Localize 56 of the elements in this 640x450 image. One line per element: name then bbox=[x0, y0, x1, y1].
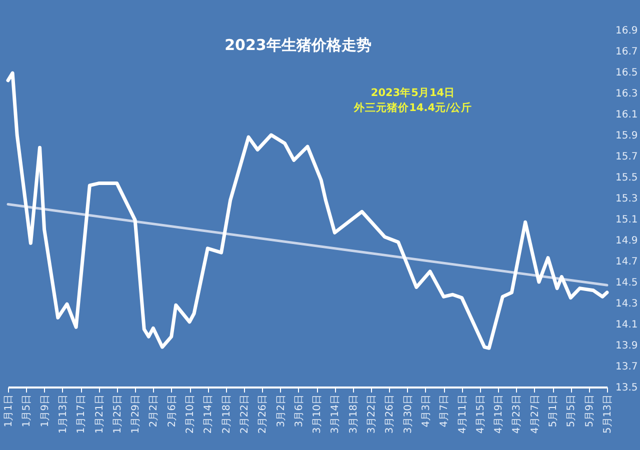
y-tick-label: 16.1 bbox=[616, 110, 638, 120]
x-tick-label: 4月27日 bbox=[530, 394, 541, 434]
y-tick-label: 16.3 bbox=[616, 88, 638, 100]
x-tick-label: 2月14日 bbox=[203, 394, 214, 434]
x-tick-label: 4月15日 bbox=[475, 394, 486, 434]
x-tick-label: 1月29日 bbox=[130, 394, 142, 434]
x-tick-label: 4月23日 bbox=[512, 394, 523, 434]
x-tick-label: 2月26日 bbox=[258, 394, 269, 434]
x-tick-label: 5月9日 bbox=[584, 394, 596, 428]
x-tick-label: 3月22日 bbox=[366, 394, 378, 434]
y-tick-label: 13.5 bbox=[616, 382, 638, 394]
y-tick-label: 15.1 bbox=[616, 214, 638, 226]
x-tick-label: 4月3日 bbox=[420, 394, 432, 428]
y-tick-label: 15.5 bbox=[616, 172, 638, 184]
chart-title: 2023年生猪价格走势 bbox=[224, 36, 372, 54]
y-tick-label: 15.9 bbox=[616, 130, 638, 142]
y-tick-label: 15.3 bbox=[616, 194, 638, 204]
x-tick-label: 3月30日 bbox=[402, 394, 414, 434]
line-series bbox=[6, 71, 609, 350]
x-tick-label: 1月5日 bbox=[22, 394, 33, 428]
x-tick-label: 4月7日 bbox=[439, 394, 450, 428]
x-tick-label: 5月13日 bbox=[602, 394, 614, 434]
annotation: 外三元猪价14.4元/公斤 bbox=[353, 101, 472, 114]
annotation: 2023年5月14日 bbox=[370, 86, 456, 99]
x-tick-label: 2月18日 bbox=[221, 394, 232, 434]
y-tick-label: 14.9 bbox=[616, 236, 638, 246]
x-tick-label: 1月17日 bbox=[76, 394, 88, 434]
x-tick-label: 2月10日 bbox=[185, 394, 196, 434]
y-tick-label: 16.9 bbox=[616, 26, 638, 36]
x-tick-label: 3月10日 bbox=[312, 394, 324, 434]
x-tick-label: 4月19日 bbox=[494, 394, 505, 434]
x-tick-label: 4月11日 bbox=[457, 394, 468, 434]
y-tick-label: 16.7 bbox=[616, 46, 638, 58]
x-tick-label: 3月6日 bbox=[294, 394, 305, 428]
y-tick-label: 14.3 bbox=[616, 298, 638, 310]
x-tick-label: 5月5日 bbox=[566, 394, 578, 428]
x-tick-label: 5月1日 bbox=[548, 394, 560, 428]
y-tick-label: 16.5 bbox=[616, 68, 638, 78]
x-tick-label: 3月26日 bbox=[384, 394, 396, 434]
y-tick-label: 13.9 bbox=[616, 340, 638, 352]
x-tick-label: 3月14日 bbox=[330, 394, 342, 434]
x-tick-label: 2月2日 bbox=[148, 394, 160, 428]
x-tick-label: 3月2日 bbox=[276, 394, 287, 428]
y-tick-label: 13.7 bbox=[616, 362, 638, 372]
x-tick-label: 1月13日 bbox=[58, 394, 69, 434]
y-tick-label: 15.7 bbox=[616, 152, 638, 162]
y-tick-label: 14.7 bbox=[616, 256, 638, 268]
x-tick-label: 1月9日 bbox=[40, 394, 51, 428]
x-tick-label: 1月21日 bbox=[94, 394, 106, 434]
x-tick-label: 3月18日 bbox=[348, 394, 360, 434]
x-tick-label: 2月6日 bbox=[166, 394, 178, 428]
x-tick-label: 2月22日 bbox=[239, 394, 250, 434]
x-tick-label: 1月25日 bbox=[112, 394, 124, 434]
y-tick-label: 14.1 bbox=[616, 320, 638, 330]
y-tick-label: 14.5 bbox=[616, 278, 638, 288]
x-tick-label: 1月1日 bbox=[4, 394, 14, 428]
